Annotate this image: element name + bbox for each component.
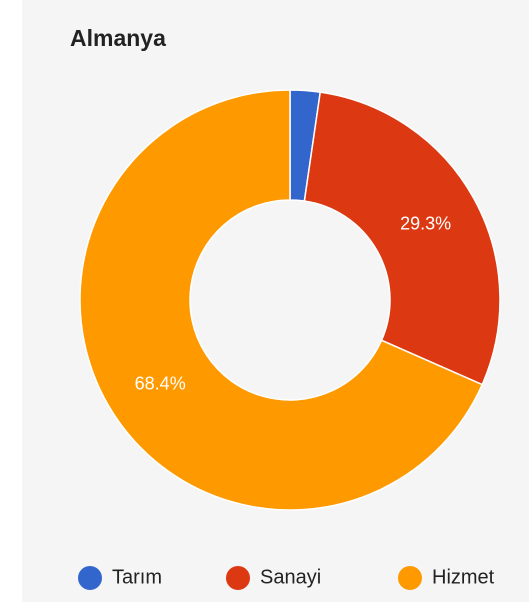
legend-label: Tarım [112, 566, 162, 588]
slice-label: 29.3% [400, 214, 451, 234]
legend-swatch [78, 566, 102, 590]
slice-label: 68.4% [135, 373, 186, 393]
chart-title: Almanya [70, 25, 166, 51]
legend-swatch [226, 566, 250, 590]
legend-swatch [398, 566, 422, 590]
legend-label: Hizmet [432, 566, 495, 588]
legend-label: Sanayi [260, 566, 321, 588]
slice [79, 89, 484, 511]
slice [303, 91, 501, 386]
